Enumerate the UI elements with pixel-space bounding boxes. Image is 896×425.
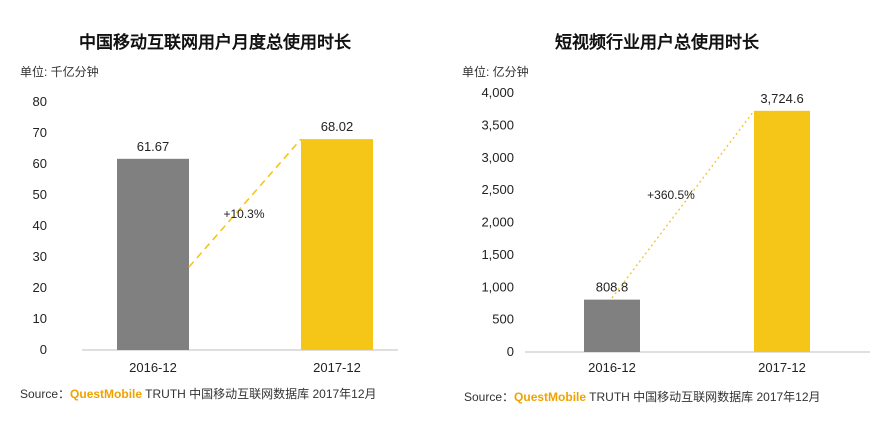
right-y-axis: 0 500 1,000 1,500 2,000 2,500 3,000 3,500 4,000 [481,85,514,359]
left-value-label: 61.67 [137,139,170,154]
right-y-tick: 2,000 [481,215,514,230]
right-chart: 短视频行业用户总使用时长 单位: 亿分钟 0 500 1,000 1,500 2,000… [462,32,870,375]
left-y-tick: 50 [33,187,47,202]
right-source-prefix: Source： [464,390,514,404]
left-bars: 61.67 68.02 [117,119,373,350]
right-growth-label: +360.5% [647,188,695,202]
right-y-tick: 2,500 [481,182,514,197]
right-bar-2017-12 [754,110,810,352]
right-source-rest: TRUTH 中国移动互联网数据库 2017年12月 [586,389,821,404]
right-category-label: 2016-12 [588,360,636,375]
right-value-label: 808.8 [596,280,629,295]
left-growth-label: +10.3% [223,207,264,221]
right-growth-connector [611,110,755,299]
right-bars: 808.8 3,724.6 [584,91,810,352]
left-source-rest: TRUTH 中国移动互联网数据库 2017年12月 [142,386,377,401]
right-value-label: 3,724.6 [760,91,803,106]
right-source-brand: QuestMobile [514,390,586,404]
left-y-axis: 0 10 20 30 40 50 60 70 80 [33,94,47,357]
left-y-tick: 20 [33,280,47,295]
right-y-tick: 3,500 [481,117,514,132]
right-source: Source：QuestMobile TRUTH 中国移动互联网数据库 2017… [464,389,821,404]
left-value-label: 68.02 [321,119,354,134]
left-y-tick: 80 [33,94,47,109]
left-category-label: 2016-12 [129,360,177,375]
left-y-tick: 70 [33,125,47,140]
right-y-tick: 0 [507,344,514,359]
left-y-tick: 10 [33,311,47,326]
right-y-tick: 500 [492,312,514,327]
right-chart-title: 短视频行业用户总使用时长 [555,32,760,52]
left-chart-title: 中国移动互联网用户月度总使用时长 [79,32,352,52]
left-y-tick: 0 [40,342,47,357]
left-y-tick: 60 [33,156,47,171]
right-y-tick: 1,500 [481,247,514,262]
left-growth-connector [188,138,302,268]
right-category-label: 2017-12 [758,360,806,375]
left-source: Source：QuestMobile TRUTH 中国移动互联网数据库 2017… [20,386,377,401]
left-source-brand: QuestMobile [70,387,142,401]
right-y-tick: 4,000 [481,85,514,100]
right-chart-unit: 单位: 亿分钟 [462,64,529,79]
right-x-axis: 2016-12 2017-12 [588,360,806,375]
left-y-tick: 30 [33,249,47,264]
left-x-axis: 2016-12 2017-12 [129,360,361,375]
right-y-tick: 1,000 [481,279,514,294]
right-bar-2016-12 [584,299,640,352]
left-chart: 中国移动互联网用户月度总使用时长 单位: 千亿分钟 0 10 20 30 40 50 60 7… [20,32,398,375]
left-chart-unit: 单位: 千亿分钟 [20,64,99,79]
right-y-tick: 3,000 [481,150,514,165]
left-source-prefix: Source： [20,387,70,401]
left-bar-2016-12 [117,158,189,350]
left-category-label: 2017-12 [313,360,361,375]
left-bar-2017-12 [301,139,373,350]
left-y-tick: 40 [33,218,47,233]
